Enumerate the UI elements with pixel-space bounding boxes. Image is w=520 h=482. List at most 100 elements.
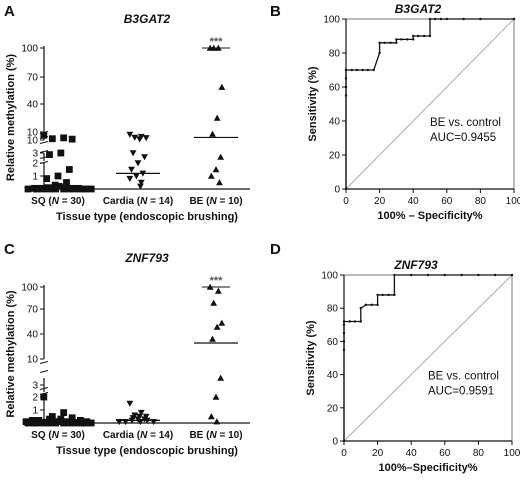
- y-axis-label: Sensitivity (%): [307, 66, 319, 142]
- reference-diagonal: [343, 274, 513, 442]
- significance-label: ***: [210, 36, 224, 48]
- data-point: [212, 393, 220, 400]
- roc-point: [387, 293, 390, 297]
- roc-point: [344, 77, 348, 80]
- category-count: = 14): [147, 196, 173, 207]
- chart-title: B3GAT2: [395, 2, 442, 16]
- y-tick-label: 20: [327, 403, 339, 414]
- y-axis-label: Relative methylation (%): [5, 54, 17, 181]
- panel-label-a: A: [4, 3, 15, 20]
- data-point: [126, 400, 134, 407]
- category-n: N: [52, 196, 60, 207]
- roc-point: [376, 303, 379, 307]
- data-point: [24, 185, 32, 193]
- x-axis-label: 100% – Specificity%: [377, 210, 482, 222]
- data-point: [216, 179, 223, 186]
- axis-break-mark: [39, 361, 49, 364]
- data-point: [128, 166, 135, 173]
- category-label: SQ (N = 30): [31, 430, 85, 441]
- category-label: Cardia (N = 14): [103, 430, 173, 441]
- chart-title: ZNF793: [393, 258, 438, 272]
- roc-point: [342, 348, 346, 351]
- series-square: [24, 131, 95, 193]
- roc-point: [378, 51, 381, 55]
- category-count: = 14): [147, 430, 173, 441]
- data-point: [141, 154, 148, 161]
- data-point: [218, 319, 226, 326]
- panel-label-b: B: [270, 3, 281, 20]
- y-tick-label: 40: [327, 370, 339, 381]
- y-tick-label: 100: [321, 271, 338, 282]
- roc-panel-b: B3GAT2 0 20 40 60 80 100 0 20 40 60 80 100 100% – Spe…: [307, 2, 520, 222]
- roc-point: [422, 34, 426, 38]
- roc-point: [364, 303, 368, 307]
- data-point: [60, 409, 68, 416]
- roc-point: [445, 17, 448, 21]
- roc-point: [366, 68, 370, 72]
- roc-point: [361, 68, 364, 72]
- data-point: [33, 419, 40, 427]
- data-point: [68, 414, 76, 422]
- roc-point: [412, 34, 415, 38]
- category-label: Cardia (N = 14): [103, 196, 173, 207]
- y-axis-label: Relative methylation (%): [5, 290, 17, 417]
- data-point: [212, 166, 220, 173]
- axis-break-mark: [39, 387, 49, 390]
- y-axis-label: Sensitivity (%): [305, 320, 317, 396]
- data-point: [209, 335, 216, 342]
- y-tick-label: 70: [27, 305, 39, 316]
- data-point: [45, 185, 53, 193]
- y-tick-label: 2: [32, 393, 38, 404]
- roc-point: [400, 38, 403, 41]
- roc-point: [426, 273, 430, 277]
- data-point: [68, 135, 76, 143]
- data-point: [55, 418, 63, 426]
- x-tick-label: 60: [439, 448, 451, 459]
- roc-point: [378, 41, 381, 44]
- roc-point: [443, 273, 446, 277]
- series-triangle-down: [115, 400, 160, 426]
- data-point: [218, 83, 226, 90]
- data-point: [209, 130, 216, 137]
- roc-point: [344, 85, 348, 89]
- roc-point: [342, 320, 346, 323]
- series-square: [22, 393, 95, 427]
- auc-label: AUC=0.9591: [428, 386, 494, 398]
- category-n: N: [140, 196, 148, 207]
- category-label: SQ (N = 30): [31, 196, 85, 207]
- roc-point: [512, 17, 516, 21]
- roc-point: [355, 68, 359, 72]
- auc-label: AUC=0.9455: [430, 132, 496, 144]
- data-point: [137, 409, 145, 416]
- roc-point: [428, 17, 432, 21]
- y-tick-label: 3: [32, 381, 38, 392]
- significance-label: ***: [210, 275, 224, 287]
- category-n: N: [140, 430, 148, 441]
- roc-point: [462, 17, 465, 21]
- category-label: BE (N = 10): [189, 430, 242, 441]
- data-point: [132, 173, 140, 180]
- roc-point: [342, 340, 346, 343]
- scatter-panel-c: ZNF793 0123104070100 Relative methylation …: [5, 251, 250, 457]
- y-tick-label: 80: [327, 304, 339, 315]
- roc-point: [410, 273, 413, 277]
- roc-point: [412, 38, 415, 41]
- roc-point: [383, 41, 386, 44]
- data-point: [55, 183, 63, 190]
- scatter-panel-a: B3GAT2012310104070100Relative methylatio…: [5, 12, 250, 223]
- data-point: [134, 160, 142, 167]
- roc-point: [359, 320, 362, 323]
- data-point: [142, 135, 150, 142]
- data-point: [73, 419, 80, 427]
- category-text: Cardia (: [103, 196, 141, 207]
- y-axis: 0123104070100: [21, 283, 49, 430]
- roc-point: [395, 41, 398, 44]
- data-point: [45, 419, 53, 427]
- data-point: [207, 413, 215, 420]
- x-tick-label: 40: [408, 196, 420, 207]
- x-tick-label: 0: [343, 196, 349, 207]
- category-text: BE (: [189, 430, 210, 441]
- chart-title: ZNF793: [124, 251, 169, 265]
- data-point: [48, 135, 56, 143]
- y-tick-label: 70: [27, 73, 39, 84]
